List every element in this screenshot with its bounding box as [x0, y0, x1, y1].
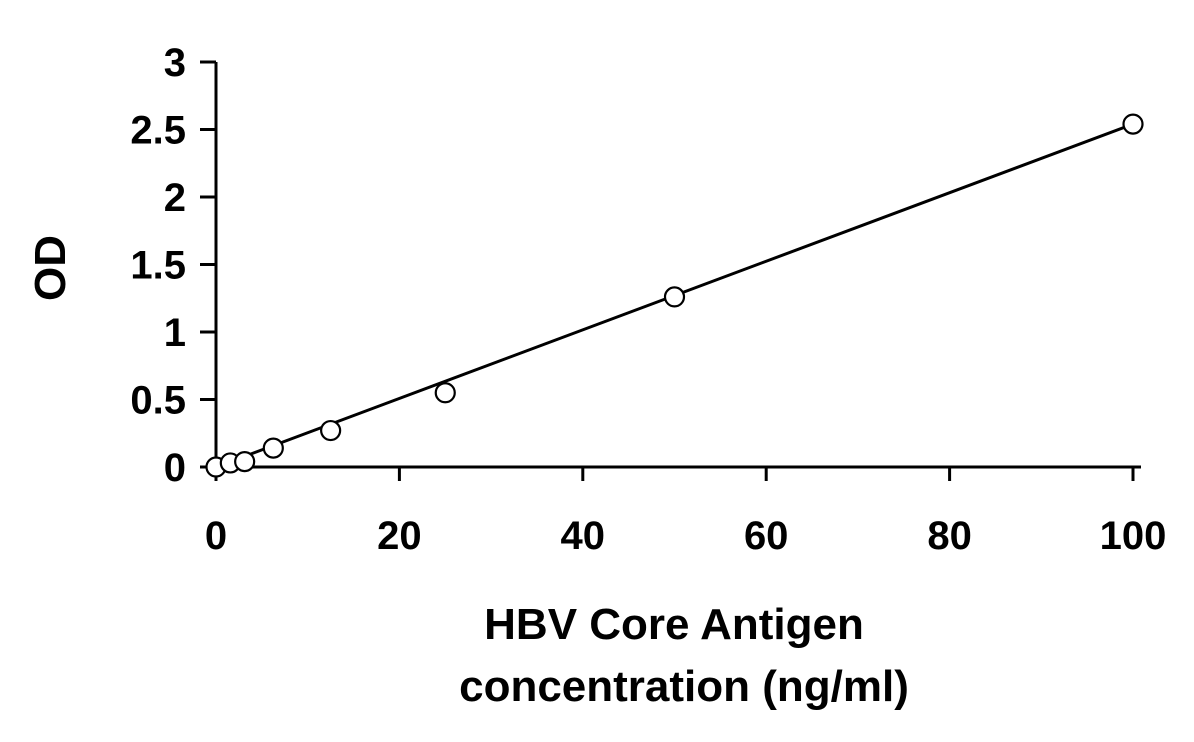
- y-tick-label: 2.5: [130, 109, 186, 153]
- x-tick-label: 100: [1100, 514, 1167, 558]
- data-point: [1122, 113, 1144, 135]
- data-point: [320, 419, 342, 442]
- data-point: [663, 286, 686, 308]
- data-point: [262, 437, 284, 459]
- y-tick-label: 3: [164, 41, 186, 85]
- x-axis-title-line-2: concentration (ng/ml): [459, 662, 909, 711]
- y-tick-label: 2: [164, 176, 186, 220]
- x-tick-label: 40: [561, 514, 606, 558]
- y-tick-label: 0: [164, 446, 186, 490]
- y-tick-label: 1: [164, 311, 186, 355]
- y-tick-label: 1.5: [130, 244, 186, 288]
- data-point: [234, 451, 256, 473]
- y-axis-title: OD: [26, 235, 75, 301]
- x-tick-label: 20: [377, 514, 422, 558]
- x-tick-label: 80: [927, 514, 972, 558]
- y-tick-label: 0.5: [130, 379, 186, 423]
- x-tick-label: 60: [744, 514, 789, 558]
- plot-area: 0 0.5 1 1.5 2 2.5 3 0 20 40 60 80 100: [130, 41, 1166, 558]
- data-point: [434, 382, 456, 404]
- x-tick-label: 0: [205, 514, 227, 558]
- x-axis-title-line-1: HBV Core Antigen: [484, 600, 864, 649]
